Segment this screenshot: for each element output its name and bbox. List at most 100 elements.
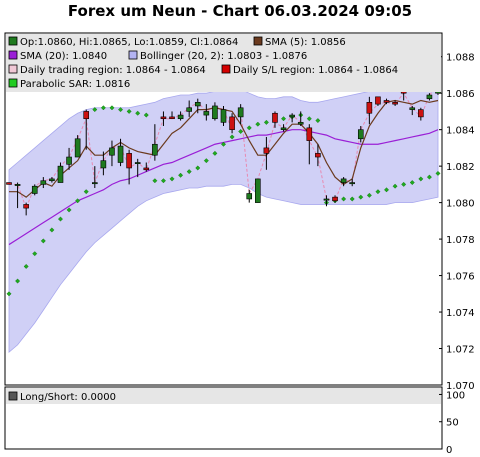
price-tick-label: 1.070 [446, 381, 475, 392]
candle-body [143, 167, 150, 171]
candle-body [92, 182, 98, 185]
chart-title: Forex um Neun - Chart 06.03.2024 09:05 [67, 2, 413, 20]
legend-label: Daily S/L region: 1.0864 - 1.0864 [233, 65, 398, 76]
price-tick-label: 1.078 [446, 235, 475, 246]
sar-dot [315, 118, 321, 124]
candle-body [83, 111, 90, 120]
sar-dot [255, 121, 261, 127]
sar-dot [178, 172, 184, 178]
candle-body [100, 160, 107, 169]
candle-body [152, 143, 158, 156]
sar-dot [384, 187, 390, 193]
candle-body [14, 184, 21, 186]
candle-body [426, 94, 433, 99]
price-tick-label: 1.086 [446, 89, 475, 100]
sar-dot [75, 198, 81, 204]
lower-legend-swatch [8, 391, 18, 401]
candle-body [212, 105, 218, 120]
candle-body [315, 153, 321, 158]
bollinger-band [8, 63, 439, 354]
legend-swatch [253, 36, 263, 46]
sar-dot [281, 116, 287, 122]
sar-dot [212, 150, 218, 156]
sar-dot [49, 227, 55, 233]
candle-body [49, 178, 55, 182]
legend-swatch [221, 64, 231, 74]
candle-body [392, 102, 398, 105]
candle-body [220, 109, 227, 123]
sar-dot [306, 116, 312, 122]
candle-body [409, 107, 416, 110]
sar-dot [426, 174, 432, 180]
candle-body [280, 127, 287, 130]
candle-body [134, 162, 141, 164]
candle-body [66, 156, 72, 165]
sar-dot [349, 196, 355, 202]
lower-legend-background [6, 388, 441, 404]
sar-dot [263, 119, 269, 125]
candle-body [160, 116, 167, 120]
sar-dot [246, 125, 252, 131]
sar-dot [221, 141, 226, 147]
sar-dot [6, 291, 12, 297]
candle-body [383, 100, 390, 103]
legend-label: Op:1.0860, Hi:1.0865, Lo:1.0859, Cl:1.08… [20, 37, 238, 48]
sar-dot [66, 207, 72, 213]
legend-swatch [8, 36, 18, 46]
sar-dot [392, 183, 398, 189]
candle-body [357, 129, 364, 140]
legend-label: Daily trading region: 1.0864 - 1.0864 [20, 65, 206, 76]
price-tick-label: 1.076 [446, 272, 475, 283]
sar-dot [118, 107, 124, 113]
sar-dot [435, 170, 441, 176]
legend-label: Bollinger (20, 2): 1.0803 - 1.0876 [140, 51, 307, 62]
candle-body [117, 145, 124, 163]
candle-body [126, 153, 132, 169]
candle-body [40, 180, 47, 185]
candle-body [109, 147, 115, 156]
sar-dot [229, 134, 235, 140]
price-tick-label: 1.084 [446, 126, 475, 137]
sar-dot [92, 107, 98, 113]
candle-body [255, 178, 261, 203]
sar-dot [366, 192, 372, 198]
sar-dot [341, 196, 347, 202]
sar-dot [143, 112, 149, 118]
lower-legend-label: Long/Short: 0.0000 [20, 392, 116, 403]
sar-dot [126, 108, 132, 114]
candle-body [186, 107, 192, 112]
candle-body [74, 138, 81, 158]
sar-dot [109, 105, 115, 111]
sar-dot [83, 189, 89, 195]
price-tick-label: 1.080 [446, 199, 475, 210]
sar-dot [186, 169, 192, 175]
price-tick-label: 1.072 [446, 345, 475, 356]
sar-dot [100, 105, 106, 111]
candle-body [366, 102, 373, 114]
price-tick-label: 1.082 [446, 162, 475, 173]
legend-swatch [8, 64, 18, 74]
legend-label: SMA (5): 1.0856 [265, 37, 346, 48]
candle-body [203, 111, 210, 116]
candle-body [323, 198, 330, 201]
legend-swatch [8, 50, 18, 60]
sar-dot [32, 251, 38, 257]
sar-dot [169, 176, 175, 182]
candle-body [23, 204, 29, 209]
sar-dot [152, 178, 158, 184]
candle-body [229, 116, 235, 130]
candle-body [340, 178, 347, 183]
sar-dot [203, 158, 209, 164]
candle-body [31, 185, 38, 194]
lower-tick-label: 100 [446, 390, 465, 401]
sar-dot [23, 263, 29, 269]
price-tick-label: 1.074 [446, 308, 475, 319]
sar-dot [57, 216, 63, 222]
lower-tick-label: 0 [446, 445, 452, 456]
candle-body [289, 114, 295, 118]
sar-dot [409, 180, 415, 186]
lower-tick-label: 50 [446, 418, 459, 429]
sar-dot [160, 178, 166, 184]
candle-body [177, 114, 184, 120]
